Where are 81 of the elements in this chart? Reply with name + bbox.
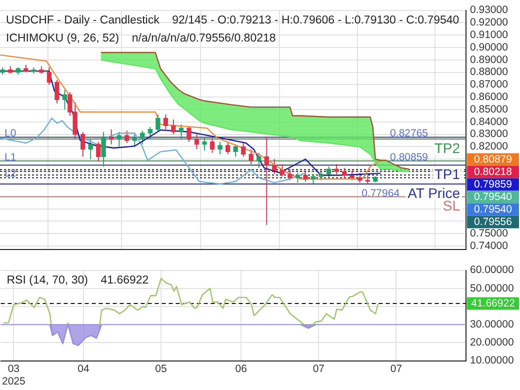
- annotation: L0: [4, 127, 16, 140]
- y-tick-label: 0.83000: [470, 128, 508, 140]
- candlestick: [148, 126, 152, 140]
- x-tick-label: 07: [390, 362, 402, 375]
- candlestick: [88, 138, 93, 160]
- y-tick-label: 0.88000: [470, 66, 508, 78]
- candlestick: [171, 118, 176, 135]
- candlestick: [186, 126, 192, 142]
- y-tick-label: 60.00000: [470, 264, 514, 276]
- ref-line-label: AT Price: [408, 184, 460, 201]
- candlestick: [108, 128, 114, 145]
- candlestick: [303, 171, 308, 182]
- candlestick: [248, 148, 254, 165]
- candlestick: [202, 136, 207, 151]
- candlestick: [62, 89, 68, 110]
- y-tick-label: 0.92000: [470, 16, 508, 29]
- y-tick-label: 50.00000: [470, 282, 514, 294]
- candlestick: [46, 66, 52, 86]
- x-tick-label: 03 2025: [2, 362, 26, 388]
- candlestick: [96, 141, 101, 162]
- annotation: 0.77964: [362, 188, 400, 200]
- candlestick: [295, 172, 300, 184]
- annotation: L1: [4, 152, 16, 164]
- candlestick: [132, 134, 137, 146]
- candlestick: [163, 114, 168, 130]
- y-tick-label: 0.91000: [470, 29, 508, 41]
- text: 0.80879: [474, 154, 512, 166]
- text: 0.79540: [474, 204, 512, 216]
- x-tick-label: 07: [312, 362, 325, 375]
- text: 0.79859: [474, 178, 512, 191]
- candlestick: [225, 141, 230, 155]
- candlestick: [54, 79, 60, 104]
- text: 0.80218: [474, 166, 512, 178]
- x-tick-label: 06: [235, 362, 248, 375]
- y-tick-label: 20.00000: [470, 336, 514, 349]
- annotation: 41.66922: [471, 298, 516, 310]
- candlestick: [194, 134, 200, 150]
- ref-line-label: TP2: [434, 140, 460, 156]
- candlestick: [350, 170, 354, 181]
- annotation: L2: [4, 167, 16, 180]
- y-tick-label: 0.86000: [470, 91, 508, 104]
- candlestick: [140, 130, 145, 145]
- text: 0.79556: [474, 216, 512, 228]
- chart-title: USDCHF - Daily - Candlestick 92/145 - O:0.79213 - H:0.79606 - L:0.79130 - C:0.79540: [6, 14, 460, 26]
- y-tick-label: 0.93000: [470, 4, 508, 16]
- text: 0.79540: [474, 191, 512, 204]
- candlestick: [288, 168, 292, 181]
- y-tick-label: 0.84000: [470, 116, 508, 128]
- candlestick: [80, 131, 86, 158]
- y-tick-label: 0.82000: [470, 140, 508, 153]
- candlestick: [358, 172, 362, 184]
- candlestick: [310, 174, 316, 184]
- annotation: 0.80859: [390, 152, 428, 164]
- chart-title: RSI (14, 70, 30) 41.66922: [6, 274, 149, 286]
- y-tick-label: 0.90000: [470, 41, 508, 54]
- y-tick-label: 0.75000: [470, 227, 508, 240]
- y-tick-label: 0.74000: [470, 240, 508, 252]
- candlestick: [280, 164, 285, 178]
- candlestick: [124, 130, 130, 144]
- candlestick: [156, 114, 160, 132]
- x-tick-label: 05: [155, 362, 167, 375]
- candlestick: [264, 136, 269, 226]
- candlestick: [334, 164, 339, 175]
- candlestick: [342, 167, 347, 178]
- candlestick: [233, 144, 238, 158]
- y-tick-label: 0.89000: [470, 54, 508, 66]
- ref-line-label: SL: [442, 198, 460, 214]
- text: ICHIMOKU (9, 26, 52) n/a/n/a/n/a/0.79556/0.80218: [6, 32, 276, 44]
- candlestick: [241, 142, 246, 158]
- y-tick-label: 30.00000: [470, 318, 514, 330]
- annotation: 0.82765: [390, 127, 428, 140]
- candlestick: [218, 141, 222, 155]
- candlestick: [272, 158, 277, 175]
- y-tick-label: 0.87000: [470, 78, 508, 91]
- candlestick: [101, 131, 106, 168]
- candlestick: [210, 138, 215, 154]
- candlestick: [326, 166, 332, 178]
- ref-line-label: TP1: [434, 166, 460, 182]
- y-tick-label: 10.00000: [470, 354, 514, 367]
- x-tick-label: 04: [78, 362, 90, 375]
- y-tick-label: 0.85000: [470, 103, 508, 116]
